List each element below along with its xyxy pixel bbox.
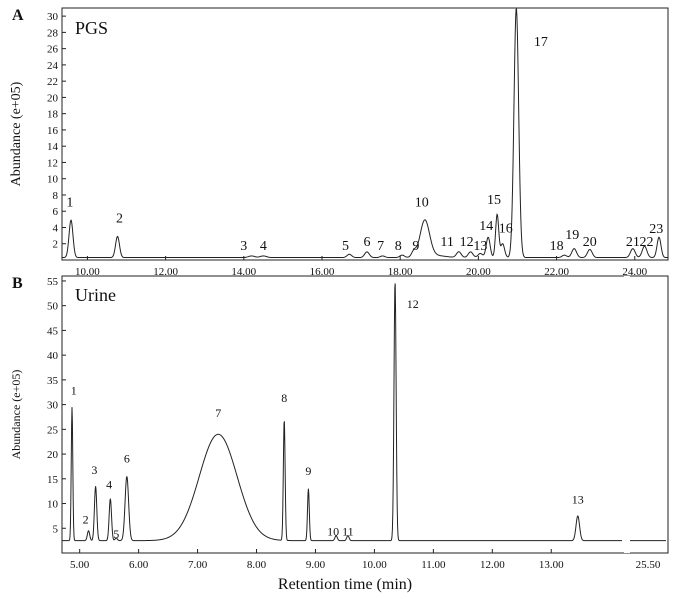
peak-label: 7 (215, 406, 221, 420)
x-tick-label: 16.00 (310, 266, 335, 278)
x-tick-label: 24.00 (622, 266, 647, 278)
y-tick-label: 35 (47, 375, 59, 387)
x-tick-label: 8.00 (247, 559, 267, 571)
y-tick-label: 22 (47, 76, 58, 88)
peak-label: 2 (116, 212, 123, 227)
peak-label: 8 (281, 391, 287, 405)
y-tick-label: 10 (47, 499, 59, 511)
peak-label: 6 (124, 451, 130, 465)
y-tick-label: 20 (47, 92, 59, 104)
x-tick-label: 10.00 (362, 559, 387, 571)
x-tick-label: 12.00 (153, 266, 178, 278)
plot-frame (61, 275, 669, 554)
y-tick-label: 12 (47, 157, 58, 169)
peak-label: 7 (377, 239, 384, 254)
peak-label: 21 (626, 235, 640, 250)
y-tick-label: 26 (47, 44, 59, 56)
panel-letter: A (12, 7, 24, 24)
y-tick-label: 50 (47, 301, 59, 313)
y-axis-label: Abundance (e+05) (9, 370, 23, 460)
chromatogram-trace (62, 283, 622, 542)
peak-label: 8 (395, 239, 402, 254)
peak-label: 12 (407, 297, 419, 311)
peak-label: 5 (342, 239, 349, 254)
peak-label: 1 (66, 195, 73, 210)
sample-label: Urine (75, 285, 116, 305)
y-tick-label: 25 (47, 424, 59, 436)
y-axis-label: Abundance (e+05) (9, 81, 24, 186)
y-tick-label: 30 (47, 400, 59, 412)
peak-label: 11 (342, 525, 354, 539)
peak-label: 3 (91, 463, 97, 477)
x-tick-label: 12.00 (480, 559, 505, 571)
peak-label: 17 (534, 35, 548, 50)
peak-label: 22 (639, 235, 653, 250)
chromatogram-trace (62, 8, 668, 259)
y-tick-label: 28 (47, 27, 59, 39)
peak-label: 16 (499, 221, 513, 236)
y-tick-label: 5 (53, 523, 59, 535)
y-tick-label: 15 (47, 474, 59, 486)
peak-label: 6 (363, 235, 370, 250)
y-tick-label: 20 (47, 449, 59, 461)
x-tick-label: 13.00 (539, 559, 564, 571)
x-tick-label: 25.50 (636, 559, 661, 571)
peak-label: 9 (305, 464, 311, 478)
y-tick-label: 8 (53, 190, 59, 202)
peak-label: 3 (240, 239, 247, 254)
x-tick-label: 6.00 (129, 559, 149, 571)
x-tick-label: 7.00 (188, 559, 208, 571)
y-tick-label: 18 (47, 109, 59, 121)
y-tick-label: 2 (53, 239, 59, 251)
peak-label: 4 (260, 239, 267, 254)
peak-label: 2 (83, 512, 89, 526)
peak-label: 19 (565, 228, 579, 243)
y-tick-label: 30 (47, 11, 59, 23)
y-tick-label: 40 (47, 350, 59, 362)
y-tick-label: 10 (47, 174, 59, 186)
x-tick-label: 11.00 (421, 559, 446, 571)
sample-label: PGS (75, 18, 108, 38)
x-axis-label: Retention time (min) (278, 576, 412, 593)
x-tick-label: 14.00 (231, 266, 256, 278)
y-tick-label: 55 (47, 276, 59, 288)
y-tick-label: 4 (53, 222, 59, 234)
x-tick-label: 22.00 (544, 266, 569, 278)
x-tick-label: 20.00 (466, 266, 491, 278)
peak-label: 23 (649, 222, 663, 237)
panel-letter: B (12, 275, 23, 292)
y-tick-label: 14 (47, 141, 59, 153)
y-tick-label: 16 (47, 125, 59, 137)
y-tick-label: 45 (47, 325, 59, 337)
peak-label: 14 (479, 219, 493, 234)
peak-label: 18 (550, 239, 564, 254)
peak-label: 13 (572, 493, 584, 507)
y-tick-label: 6 (53, 206, 59, 218)
peak-label: 5 (113, 527, 119, 541)
plot-frame (61, 7, 669, 261)
x-tick-label: 5.00 (70, 559, 90, 571)
peak-label: 10 (415, 195, 429, 210)
peak-label: 4 (106, 478, 112, 492)
peak-label: 13 (473, 239, 487, 254)
x-tick-label: 9.00 (306, 559, 326, 571)
peak-label: 20 (583, 235, 597, 250)
x-tick-label: 10.00 (75, 266, 100, 278)
y-tick-label: 24 (47, 60, 59, 72)
peak-label: 1 (71, 384, 77, 398)
peak-label: 15 (487, 193, 501, 208)
peak-label: 9 (412, 239, 419, 254)
peak-label: 12 (460, 235, 474, 250)
peak-label: 11 (440, 235, 453, 250)
peak-label: 10 (327, 525, 339, 539)
x-tick-label: 18.00 (388, 266, 413, 278)
